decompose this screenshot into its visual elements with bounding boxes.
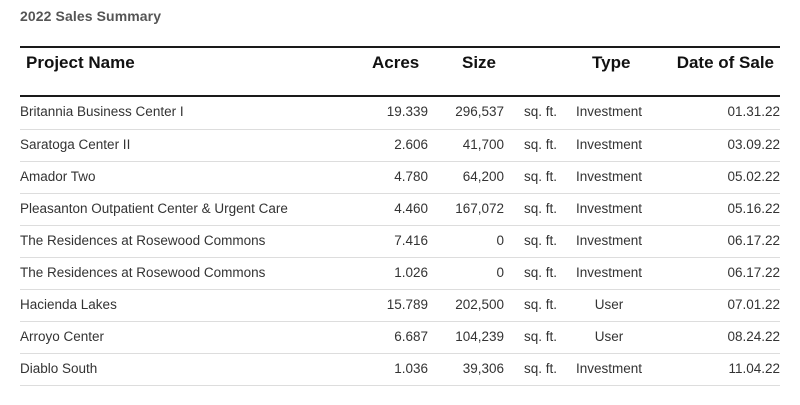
table-row: Amador Two 4.780 64,200 sq. ft. Investme… bbox=[20, 162, 780, 194]
cell-type: Investment bbox=[575, 104, 643, 119]
cell-date: 11.04.22 bbox=[728, 361, 780, 376]
cell-type: User bbox=[594, 297, 624, 312]
cell-unit: sq. ft. bbox=[524, 169, 558, 184]
cell-project-name: The Residences at Rosewood Commons bbox=[20, 265, 266, 280]
cell-type: Investment bbox=[575, 233, 643, 248]
cell-project-name: Diablo South bbox=[20, 361, 98, 376]
table-row: Britannia Business Center I 19.339 296,5… bbox=[20, 97, 780, 130]
table-row: Saratoga Center II 2.606 41,700 sq. ft. … bbox=[20, 130, 780, 162]
cell-date: 01.31.22 bbox=[727, 104, 780, 119]
cell-acres: 6.687 bbox=[394, 329, 428, 344]
table-row: Pleasanton Outpatient Center & Urgent Ca… bbox=[20, 194, 780, 226]
cell-type: Investment bbox=[575, 137, 643, 152]
column-header-project-name: Project Name bbox=[26, 53, 135, 72]
cell-size: 167,072 bbox=[455, 201, 504, 216]
cell-unit: sq. ft. bbox=[524, 104, 558, 119]
cell-type: Investment bbox=[575, 265, 643, 280]
column-header-acres: Acres bbox=[372, 53, 420, 72]
cell-project-name: The Residences at Rosewood Commons bbox=[20, 233, 266, 248]
cell-date: 06.17.22 bbox=[727, 233, 780, 248]
cell-date: 07.01.22 bbox=[727, 297, 780, 312]
cell-acres: 15.789 bbox=[386, 297, 428, 312]
cell-unit: sq. ft. bbox=[524, 329, 558, 344]
cell-acres: 7.416 bbox=[394, 233, 428, 248]
cell-unit: sq. ft. bbox=[524, 201, 558, 216]
cell-size: 202,500 bbox=[455, 297, 504, 312]
table-row: Hacienda Lakes 15.789 202,500 sq. ft. Us… bbox=[20, 290, 780, 322]
cell-unit: sq. ft. bbox=[524, 361, 558, 376]
cell-project-name: Arroyo Center bbox=[20, 329, 105, 344]
cell-project-name: Amador Two bbox=[20, 169, 96, 184]
table-top-rule bbox=[20, 46, 780, 48]
cell-acres: 2.606 bbox=[394, 137, 428, 152]
cell-type: Investment bbox=[575, 361, 643, 376]
cell-size: 64,200 bbox=[462, 169, 504, 184]
cell-project-name: Hacienda Lakes bbox=[20, 297, 117, 312]
cell-project-name: Pleasanton Outpatient Center & Urgent Ca… bbox=[20, 201, 288, 216]
table-body: Britannia Business Center I 19.339 296,5… bbox=[20, 97, 780, 386]
table-row: The Residences at Rosewood Commons 1.026… bbox=[20, 258, 780, 290]
cell-date: 08.24.22 bbox=[727, 329, 780, 344]
cell-unit: sq. ft. bbox=[524, 297, 558, 312]
page-title: 2022 Sales Summary bbox=[20, 8, 162, 24]
table-row: Diablo South 1.036 39,306 sq. ft. Invest… bbox=[20, 354, 780, 386]
cell-acres: 4.460 bbox=[394, 201, 428, 216]
table-row: The Residences at Rosewood Commons 7.416… bbox=[20, 226, 780, 258]
table-row: Arroyo Center 6.687 104,239 sq. ft. User… bbox=[20, 322, 780, 354]
cell-unit: sq. ft. bbox=[524, 137, 558, 152]
cell-size: 0 bbox=[496, 233, 504, 248]
cell-project-name: Saratoga Center II bbox=[20, 137, 131, 152]
column-header-type: Type bbox=[592, 53, 631, 72]
cell-date: 05.02.22 bbox=[727, 169, 780, 184]
cell-project-name: Britannia Business Center I bbox=[20, 104, 184, 119]
cell-acres: 4.780 bbox=[394, 169, 428, 184]
column-header-date-of-sale: Date of Sale bbox=[676, 53, 774, 72]
cell-type: Investment bbox=[575, 201, 643, 216]
cell-acres: 1.026 bbox=[394, 265, 428, 280]
cell-date: 05.16.22 bbox=[727, 201, 780, 216]
cell-acres: 19.339 bbox=[386, 104, 428, 119]
cell-unit: sq. ft. bbox=[524, 265, 558, 280]
cell-type: Investment bbox=[575, 169, 643, 184]
cell-type: User bbox=[594, 329, 624, 344]
cell-date: 06.17.22 bbox=[727, 265, 780, 280]
cell-unit: sq. ft. bbox=[524, 233, 558, 248]
cell-size: 296,537 bbox=[455, 104, 504, 119]
cell-size: 104,239 bbox=[455, 329, 504, 344]
table-header: Project Name Acres Size Type Date of Sal… bbox=[20, 48, 780, 97]
cell-date: 03.09.22 bbox=[727, 137, 780, 152]
cell-acres: 1.036 bbox=[394, 361, 428, 376]
sales-table: Project Name Acres Size Type Date of Sal… bbox=[20, 46, 780, 386]
cell-size: 0 bbox=[496, 265, 504, 280]
cell-size: 39,306 bbox=[462, 361, 504, 376]
column-header-size: Size bbox=[462, 53, 497, 72]
cell-size: 41,700 bbox=[462, 137, 504, 152]
